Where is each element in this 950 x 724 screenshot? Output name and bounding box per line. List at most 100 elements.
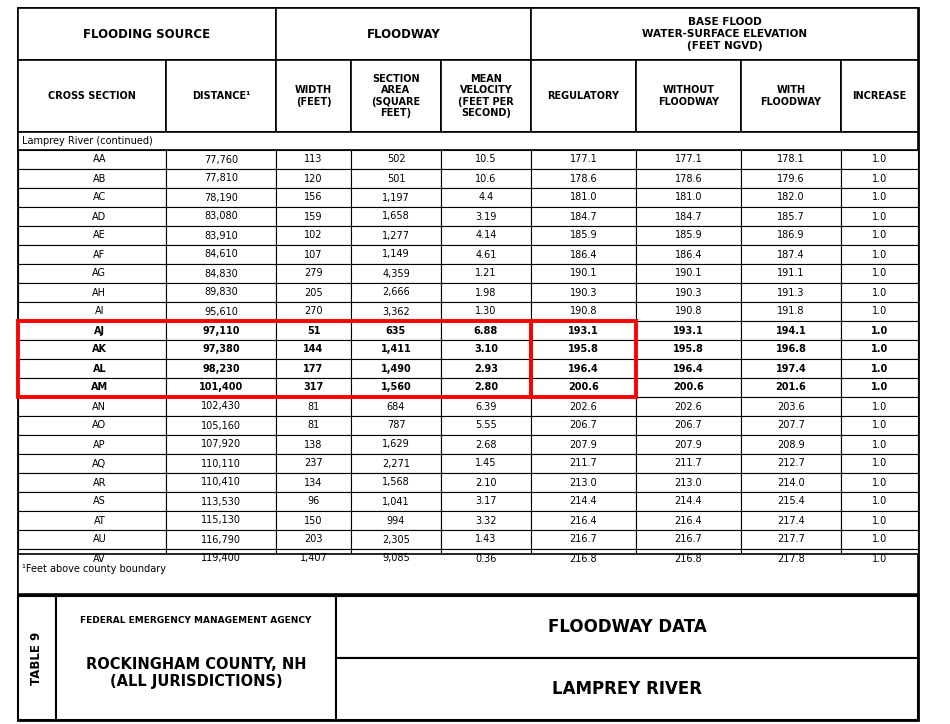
Bar — [18, 8, 918, 594]
Bar — [741, 245, 841, 264]
Bar — [531, 188, 636, 207]
Text: 144: 144 — [303, 345, 324, 355]
Text: 177.1: 177.1 — [674, 154, 702, 164]
Text: AV: AV — [93, 554, 105, 563]
Text: 214.4: 214.4 — [570, 497, 598, 507]
Bar — [276, 245, 351, 264]
Text: 202.6: 202.6 — [674, 402, 702, 411]
Text: 150: 150 — [304, 515, 323, 526]
Bar — [276, 207, 351, 226]
Bar — [636, 359, 741, 378]
Bar — [741, 264, 841, 283]
Bar — [18, 530, 166, 549]
Text: FLOODWAY DATA: FLOODWAY DATA — [547, 618, 707, 636]
Text: 216.4: 216.4 — [570, 515, 598, 526]
Bar — [441, 321, 531, 340]
Text: 635: 635 — [386, 326, 407, 335]
Bar — [351, 378, 441, 397]
Text: ROCKINGHAM COUNTY, NH
(ALL JURISDICTIONS): ROCKINGHAM COUNTY, NH (ALL JURISDICTIONS… — [86, 657, 306, 689]
Bar — [18, 454, 166, 473]
Bar — [441, 264, 531, 283]
Text: 182.0: 182.0 — [777, 193, 805, 203]
Text: 1.0: 1.0 — [872, 230, 887, 240]
Bar — [636, 321, 741, 340]
Text: 2,666: 2,666 — [382, 287, 409, 298]
Bar — [166, 454, 276, 473]
Text: 120: 120 — [304, 174, 323, 183]
Bar — [441, 530, 531, 549]
Text: 2.93: 2.93 — [474, 363, 498, 374]
Bar — [636, 150, 741, 169]
Bar — [531, 245, 636, 264]
Text: 203: 203 — [304, 534, 323, 544]
Bar — [351, 435, 441, 454]
Text: 190.8: 190.8 — [570, 306, 598, 316]
Text: 190.1: 190.1 — [674, 269, 702, 279]
Text: 84,830: 84,830 — [204, 269, 238, 279]
Text: AJ: AJ — [94, 326, 104, 335]
Bar — [18, 302, 166, 321]
Text: 9,085: 9,085 — [382, 554, 409, 563]
Bar — [841, 435, 918, 454]
Text: WIDTH
(FEET): WIDTH (FEET) — [294, 85, 332, 107]
Text: 186.4: 186.4 — [674, 250, 702, 259]
Text: 4.4: 4.4 — [479, 193, 494, 203]
Bar — [531, 60, 636, 132]
Bar — [636, 378, 741, 397]
Bar — [841, 150, 918, 169]
Text: 84,610: 84,610 — [204, 250, 238, 259]
Bar — [741, 321, 841, 340]
Text: CROSS SECTION: CROSS SECTION — [48, 91, 136, 101]
Text: 211.7: 211.7 — [570, 458, 598, 468]
Text: 102: 102 — [304, 230, 323, 240]
Bar — [636, 264, 741, 283]
Text: AN: AN — [92, 402, 106, 411]
Bar — [166, 226, 276, 245]
Bar — [18, 435, 166, 454]
Text: 195.8: 195.8 — [673, 345, 704, 355]
Text: 994: 994 — [387, 515, 406, 526]
Text: 1.0: 1.0 — [871, 382, 888, 392]
Text: 190.3: 190.3 — [570, 287, 598, 298]
Text: 1.0: 1.0 — [872, 458, 887, 468]
Text: 178.1: 178.1 — [777, 154, 805, 164]
Bar — [531, 454, 636, 473]
Bar — [531, 283, 636, 302]
Text: 196.8: 196.8 — [775, 345, 807, 355]
Text: 184.7: 184.7 — [570, 211, 598, 222]
Text: 1.0: 1.0 — [872, 478, 887, 487]
Text: 1.0: 1.0 — [872, 497, 887, 507]
Text: 2.68: 2.68 — [475, 439, 497, 450]
Bar — [18, 150, 166, 169]
Bar — [351, 321, 441, 340]
Text: 216.7: 216.7 — [674, 534, 702, 544]
Bar — [531, 530, 636, 549]
Text: 1.0: 1.0 — [872, 269, 887, 279]
Text: 217.4: 217.4 — [777, 515, 805, 526]
Bar — [741, 169, 841, 188]
Text: AK: AK — [92, 345, 107, 355]
Bar — [18, 511, 166, 530]
Text: 1,149: 1,149 — [382, 250, 409, 259]
Bar — [18, 359, 166, 378]
Bar — [636, 188, 741, 207]
Text: 237: 237 — [304, 458, 323, 468]
Bar — [351, 150, 441, 169]
Bar — [351, 359, 441, 378]
Bar — [531, 397, 636, 416]
Text: FLOODWAY: FLOODWAY — [367, 28, 441, 41]
Text: 195.8: 195.8 — [568, 345, 598, 355]
Text: 1.0: 1.0 — [872, 515, 887, 526]
Bar — [636, 549, 741, 568]
Bar — [441, 150, 531, 169]
Bar — [841, 549, 918, 568]
Text: 1,277: 1,277 — [382, 230, 410, 240]
Bar — [841, 302, 918, 321]
Text: 501: 501 — [387, 174, 406, 183]
Text: AA: AA — [93, 154, 106, 164]
Text: 317: 317 — [303, 382, 324, 392]
Text: 214.0: 214.0 — [777, 478, 805, 487]
Text: 177: 177 — [303, 363, 324, 374]
Bar — [166, 549, 276, 568]
Text: 115,130: 115,130 — [201, 515, 241, 526]
